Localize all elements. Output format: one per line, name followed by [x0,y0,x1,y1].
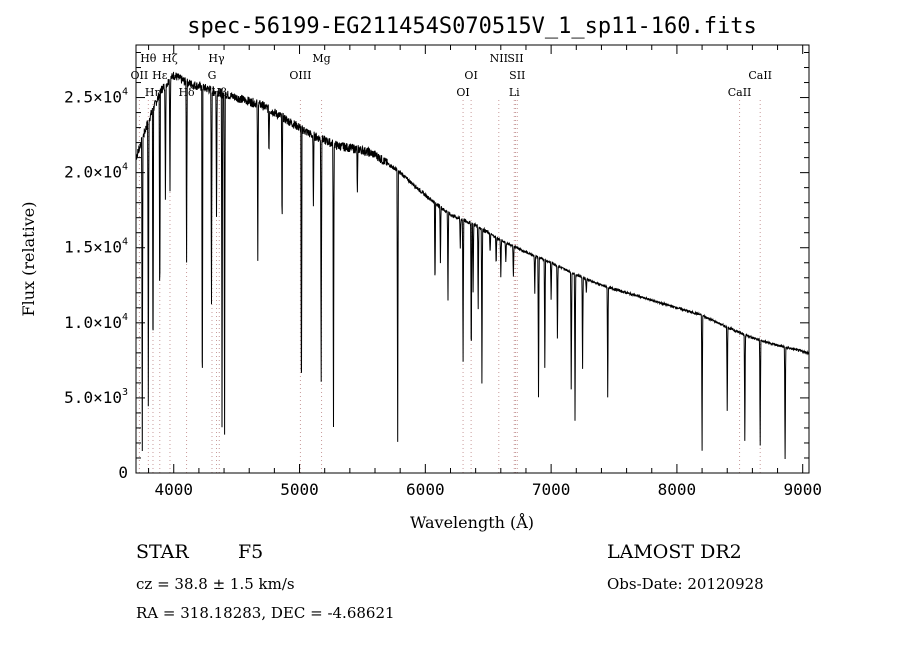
line-label-4: Hζ [162,52,178,65]
y-tick-mantissa-5: 2.5×10 [64,88,122,107]
y-axis-label: Flux (relative) [19,202,38,317]
line-label-16: Li [509,86,520,99]
y-tick-exponent-2: 4 [122,312,128,323]
object-subclass: F5 [238,541,264,563]
line-label-6: G [208,69,217,82]
line-label-2: Hη [145,86,161,99]
line-label-1: Hθ [140,52,157,65]
y-tick-label-4: 2.0×104 [64,162,128,182]
spectrum-line [135,71,810,460]
x-tick-label-5: 9000 [783,480,822,499]
line-label-9: OIII [289,69,311,82]
chart-title: spec-56199-EG211454S070515V_1_sp11-160.f… [187,14,757,39]
line-label-13: NII [490,52,508,65]
y-tick-mantissa-4: 2.0×10 [64,163,122,182]
line-label-15: SII [509,69,525,82]
object-class: STAR [136,541,189,563]
x-tick-label-2: 6000 [406,480,445,499]
x-tick-label-1: 5000 [280,480,319,499]
x-tick-label-4: 8000 [658,480,697,499]
y-tick-label-1: 5.0×103 [64,387,128,407]
line-label-14: SII [507,52,523,65]
y-tick-mantissa-3: 1.5×10 [64,238,122,257]
y-tick-mantissa-1: 5.0×10 [64,388,122,407]
line-label-0: OII [131,69,149,82]
observation-date: Obs-Date: 20120928 [607,575,764,593]
x-tick-label-3: 7000 [532,480,571,499]
y-tick-mantissa-2: 1.0×10 [64,313,122,332]
line-label-12: OI [464,69,477,82]
y-tick-label-0: 0 [118,463,128,482]
x-tick-label-0: 4000 [154,480,193,499]
axis-ticks: 4000 5000 6000 7000 8000 900005.0×1031.0×1041… [64,45,822,499]
y-tick-exponent-4: 4 [122,162,128,173]
y-tick-label-5: 2.5×104 [64,87,128,107]
line-label-3: Hε [152,69,168,82]
y-tick-mantissa-0: 0 [118,463,128,482]
spectrum-trace [135,71,810,460]
line-label-11: OI [456,86,469,99]
y-tick-label-3: 1.5×104 [64,237,128,257]
line-label-10: Mg [312,52,330,65]
line-label-7: Hγ [208,52,225,65]
coordinates: RA = 318.18283, DEC = -4.68621 [136,604,395,622]
redshift-value: cz = 38.8 ± 1.5 km/s [136,575,295,593]
line-label-17: CaII [728,86,752,99]
y-tick-label-2: 1.0×104 [64,312,128,332]
x-axis-label: Wavelength (Å) [410,512,534,532]
y-tick-exponent-5: 4 [122,87,128,98]
line-label-18: CaII [748,69,772,82]
y-tick-exponent-3: 4 [122,237,128,248]
y-tick-exponent-1: 3 [122,387,128,398]
plot-frame [135,44,810,474]
survey-name: LAMOST DR2 [607,541,742,563]
